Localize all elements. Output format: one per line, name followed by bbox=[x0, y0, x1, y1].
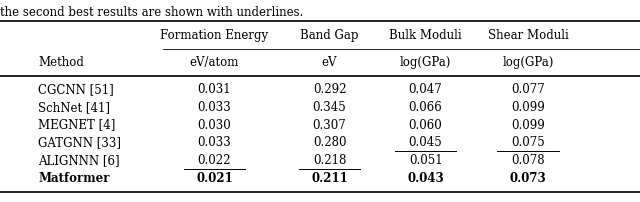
Text: ALIGNNN [6]: ALIGNNN [6] bbox=[38, 154, 120, 167]
Text: log(GPa): log(GPa) bbox=[502, 56, 554, 69]
Text: 0.031: 0.031 bbox=[198, 83, 231, 96]
Text: 0.021: 0.021 bbox=[196, 172, 233, 185]
Text: 0.045: 0.045 bbox=[409, 136, 442, 149]
Text: Formation Energy: Formation Energy bbox=[161, 29, 268, 42]
Text: 0.051: 0.051 bbox=[409, 154, 442, 167]
Text: 0.099: 0.099 bbox=[511, 119, 545, 132]
Text: 0.077: 0.077 bbox=[511, 83, 545, 96]
Text: 0.099: 0.099 bbox=[511, 101, 545, 114]
Text: 0.211: 0.211 bbox=[311, 172, 348, 185]
Text: 0.060: 0.060 bbox=[409, 119, 442, 132]
Text: log(GPa): log(GPa) bbox=[400, 56, 451, 69]
Text: 0.292: 0.292 bbox=[313, 83, 346, 96]
Text: 0.280: 0.280 bbox=[313, 136, 346, 149]
Text: 0.073: 0.073 bbox=[509, 172, 547, 185]
Text: 0.345: 0.345 bbox=[313, 101, 346, 114]
Text: eV: eV bbox=[322, 56, 337, 69]
Text: 0.033: 0.033 bbox=[198, 101, 231, 114]
Text: 0.218: 0.218 bbox=[313, 154, 346, 167]
Text: Method: Method bbox=[38, 56, 84, 69]
Text: Matformer: Matformer bbox=[38, 172, 110, 185]
Text: the second best results are shown with underlines.: the second best results are shown with u… bbox=[0, 6, 303, 19]
Text: 0.307: 0.307 bbox=[313, 119, 346, 132]
Text: 0.030: 0.030 bbox=[198, 119, 231, 132]
Text: Bulk Moduli: Bulk Moduli bbox=[389, 29, 462, 42]
Text: eV/atom: eV/atom bbox=[189, 56, 239, 69]
Text: 0.078: 0.078 bbox=[511, 154, 545, 167]
Text: 0.075: 0.075 bbox=[511, 136, 545, 149]
Text: Shear Moduli: Shear Moduli bbox=[488, 29, 568, 42]
Text: 0.066: 0.066 bbox=[409, 101, 442, 114]
Text: SchNet [41]: SchNet [41] bbox=[38, 101, 111, 114]
Text: 0.022: 0.022 bbox=[198, 154, 231, 167]
Text: MEGNET [4]: MEGNET [4] bbox=[38, 119, 116, 132]
Text: 0.033: 0.033 bbox=[198, 136, 231, 149]
Text: 0.047: 0.047 bbox=[409, 83, 442, 96]
Text: Band Gap: Band Gap bbox=[300, 29, 359, 42]
Text: 0.043: 0.043 bbox=[407, 172, 444, 185]
Text: CGCNN [51]: CGCNN [51] bbox=[38, 83, 114, 96]
Text: GATGNN [33]: GATGNN [33] bbox=[38, 136, 122, 149]
